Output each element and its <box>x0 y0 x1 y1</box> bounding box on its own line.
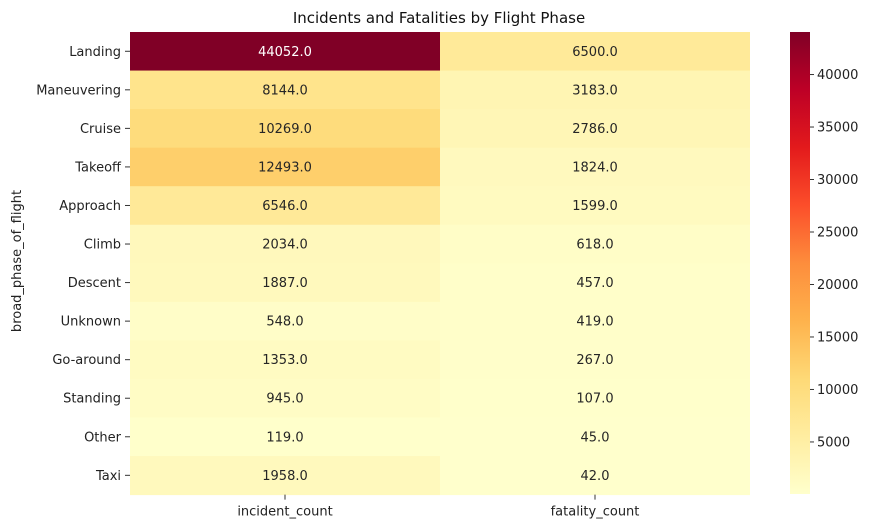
row-label: Takeoff <box>74 160 122 175</box>
heatmap-cell <box>130 263 440 303</box>
heatmap-cell <box>130 147 440 187</box>
heatmap-cell <box>130 224 440 264</box>
cell-value-label: 457.0 <box>576 276 613 291</box>
cell-value-label: 3183.0 <box>572 83 618 98</box>
row-label: Standing <box>63 392 121 407</box>
cell-value-label: 45.0 <box>581 430 610 445</box>
heatmap-cell <box>440 224 750 264</box>
row-label: Go-around <box>52 353 121 368</box>
cell-value-label: 42.0 <box>581 469 610 484</box>
colorbar-tick-label: 10000 <box>817 383 858 398</box>
cell-value-label: 1958.0 <box>262 469 308 484</box>
colorbar: 5000 10000 15000 20000 25000 30000 35000 40000 <box>790 32 858 494</box>
heatmap-cell <box>440 186 750 226</box>
colorbar-tick-label: 30000 <box>817 173 858 188</box>
row-label: Maneuvering <box>36 83 121 98</box>
row-label: Approach <box>59 199 121 214</box>
cell-value-label: 945.0 <box>266 392 303 407</box>
y-axis-label: broad_phase_of_flight <box>10 190 25 332</box>
heatmap-cell <box>440 147 750 187</box>
colorbar-tick-label: 5000 <box>817 435 850 450</box>
colorbar-tick-label: 35000 <box>817 121 858 136</box>
row-label: Climb <box>84 238 121 253</box>
heatmap-cell <box>130 456 440 496</box>
cell-value-label: 1353.0 <box>262 353 308 368</box>
row-label: Taxi <box>95 469 121 484</box>
heatmap-cell <box>440 109 750 149</box>
colorbar-tick-label: 20000 <box>817 278 858 293</box>
cell-value-label: 548.0 <box>266 315 303 330</box>
colorbar-tick-label: 25000 <box>817 226 858 241</box>
cell-value-label: 107.0 <box>576 392 613 407</box>
column-label: incident_count <box>237 505 332 520</box>
chart-title: Incidents and Fatalities by Flight Phase <box>293 9 585 27</box>
cell-value-label: 2786.0 <box>572 122 618 137</box>
column-labels: incident_count fatality_count <box>237 494 640 520</box>
cell-value-label: 8144.0 <box>262 83 308 98</box>
cell-value-label: 419.0 <box>576 315 613 330</box>
heatmap-cell <box>440 417 750 457</box>
heatmap-cell <box>440 263 750 303</box>
row-labels: Landing Maneuvering Cruise Takeoff Approach C… <box>36 45 130 484</box>
heatmap-cell <box>130 301 440 341</box>
heatmap-cell <box>130 340 440 380</box>
heatmap-cell <box>440 456 750 496</box>
heatmap-cell <box>440 378 750 418</box>
cell-value-label: 119.0 <box>266 430 303 445</box>
cell-value-label: 44052.0 <box>258 45 312 60</box>
cell-value-label: 6500.0 <box>572 45 618 60</box>
cell-value-label: 267.0 <box>576 353 613 368</box>
cell-value-label: 6546.0 <box>262 199 308 214</box>
heatmap-cell <box>130 186 440 226</box>
colorbar-tick-label: 40000 <box>817 68 858 83</box>
cell-value-label: 10269.0 <box>258 122 312 137</box>
heatmap-cell <box>440 301 750 341</box>
heatmap-cell <box>440 32 750 72</box>
cell-value-label: 1887.0 <box>262 276 308 291</box>
heatmap-cells: 44052.0 6500.0 8144.0 3183.0 10269.0 2786.0 12… <box>130 32 750 496</box>
row-label: Descent <box>68 276 121 291</box>
heatmap-cell <box>440 70 750 110</box>
heatmap-cell <box>130 109 440 149</box>
cell-value-label: 1824.0 <box>572 160 618 175</box>
colorbar-gradient <box>790 32 810 494</box>
row-label: Other <box>84 430 122 445</box>
cell-value-label: 2034.0 <box>262 238 308 253</box>
row-label: Cruise <box>80 122 121 137</box>
row-label: Unknown <box>61 315 121 330</box>
heatmap-cell <box>130 32 440 72</box>
heatmap-cell <box>130 417 440 457</box>
row-label: Landing <box>69 45 121 60</box>
column-label: fatality_count <box>551 505 640 520</box>
cell-value-label: 1599.0 <box>572 199 618 214</box>
colorbar-tick-label: 15000 <box>817 330 858 345</box>
cell-value-label: 12493.0 <box>258 160 312 175</box>
heatmap-cell <box>130 70 440 110</box>
heatmap-cell <box>440 340 750 380</box>
cell-value-label: 618.0 <box>576 238 613 253</box>
heatmap-cell <box>130 378 440 418</box>
